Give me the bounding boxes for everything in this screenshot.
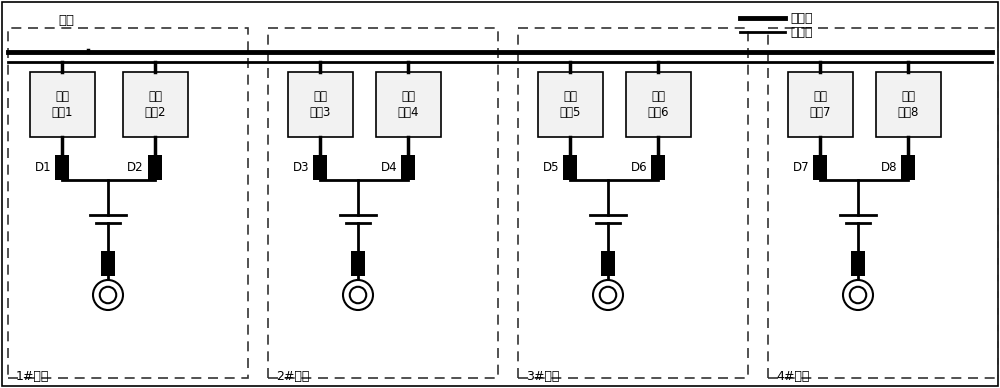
- Text: D2: D2: [127, 161, 144, 174]
- Circle shape: [93, 280, 123, 310]
- Bar: [768, 28, 998, 378]
- Bar: [601, 251, 615, 276]
- Circle shape: [593, 280, 623, 310]
- Text: 保护
装置5: 保护 装置5: [559, 90, 581, 120]
- Bar: [376, 72, 440, 137]
- Circle shape: [843, 280, 873, 310]
- Circle shape: [100, 287, 116, 303]
- Text: 电缆线: 电缆线: [790, 26, 812, 38]
- Bar: [813, 155, 827, 180]
- Bar: [788, 72, 852, 137]
- Bar: [901, 155, 915, 180]
- Bar: [288, 72, 352, 137]
- Bar: [626, 72, 690, 137]
- Circle shape: [343, 280, 373, 310]
- Text: 3#区间: 3#区间: [526, 370, 559, 383]
- Bar: [518, 28, 748, 378]
- Bar: [651, 155, 665, 180]
- Circle shape: [350, 287, 366, 303]
- Text: 电源: 电源: [58, 14, 74, 27]
- Bar: [538, 72, 602, 137]
- Text: 保护
装置1: 保护 装置1: [51, 90, 73, 120]
- Bar: [876, 72, 940, 137]
- Bar: [55, 155, 69, 180]
- Bar: [30, 72, 94, 137]
- Bar: [851, 251, 865, 276]
- Bar: [351, 251, 365, 276]
- Bar: [313, 155, 327, 180]
- Text: 保护
装置6: 保护 装置6: [647, 90, 669, 120]
- Text: 2#区间: 2#区间: [276, 370, 309, 383]
- Text: D7: D7: [792, 161, 809, 174]
- Text: 保护
装置8: 保护 装置8: [897, 90, 919, 120]
- Text: D8: D8: [881, 161, 897, 174]
- Bar: [148, 155, 162, 180]
- Text: 保护
装置4: 保护 装置4: [397, 90, 419, 120]
- Bar: [268, 28, 498, 378]
- Text: 4#区间: 4#区间: [776, 370, 809, 383]
- Text: 保护
装置7: 保护 装置7: [809, 90, 831, 120]
- Text: D5: D5: [542, 161, 559, 174]
- Text: 1#区间: 1#区间: [16, 370, 49, 383]
- Bar: [401, 155, 415, 180]
- Circle shape: [600, 287, 616, 303]
- Bar: [101, 251, 115, 276]
- Text: 通讯线: 通讯线: [790, 12, 812, 24]
- Circle shape: [850, 287, 866, 303]
- Text: 保护
装置2: 保护 装置2: [144, 90, 166, 120]
- Text: D3: D3: [292, 161, 309, 174]
- Text: 保护
装置3: 保护 装置3: [309, 90, 331, 120]
- Bar: [563, 155, 577, 180]
- Bar: [122, 72, 188, 137]
- Text: D6: D6: [630, 161, 647, 174]
- Bar: [8, 28, 248, 378]
- Text: D1: D1: [34, 161, 51, 174]
- Text: D4: D4: [380, 161, 397, 174]
